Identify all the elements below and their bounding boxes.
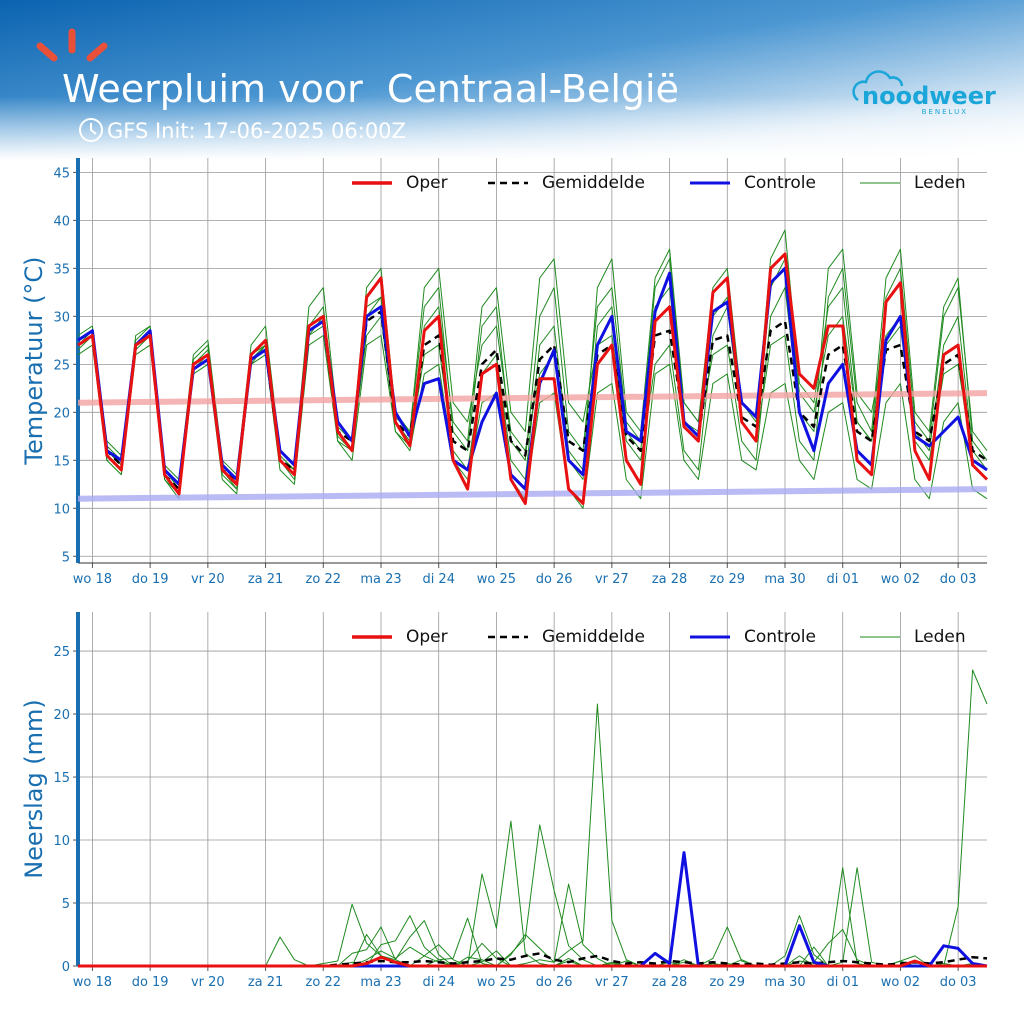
y-tick-label: 35	[53, 262, 70, 277]
y-tick-label: 45	[53, 166, 70, 181]
x-tick-label: wo 02	[881, 975, 920, 990]
x-tick-label: zo 22	[306, 975, 341, 990]
reference-line	[77, 486, 988, 502]
legend-label: Controle	[744, 627, 816, 647]
x-tick-label: za 28	[652, 975, 687, 990]
x-tick-label: ma 30	[764, 572, 805, 587]
x-tick-label: di 24	[422, 572, 455, 587]
series-line	[78, 952, 988, 968]
header-fade	[0, 0, 1024, 160]
series-line	[77, 252, 989, 505]
x-tick-label: di 24	[422, 975, 455, 990]
y-tick-label: 25	[53, 358, 70, 373]
y-tick-label: 15	[53, 454, 70, 469]
legend-label: Controle	[744, 173, 816, 193]
series-line	[78, 955, 987, 968]
x-tick-label: vr 20	[191, 975, 225, 990]
y-tick-label: 20	[53, 708, 70, 723]
x-tick-label: za 21	[248, 572, 283, 587]
plot: wo 18 do 19 vr 20 za 21 zo 22 ma 23 di 24 wo 25…	[20, 158, 989, 587]
title: Weerpluim voor Centraal-België	[62, 67, 679, 111]
member-line	[77, 229, 988, 480]
x-tick-label: di 01	[826, 975, 859, 990]
y-tick-label: 10	[53, 834, 70, 849]
x-tick-label: do 19	[132, 572, 169, 587]
y-tick-label: 30	[53, 310, 70, 325]
logo-cloud	[852, 70, 904, 102]
x-tick-label: do 26	[536, 572, 573, 587]
x-tick-label: wo 18	[73, 572, 112, 587]
x-tick-label: vr 27	[595, 572, 629, 587]
y-tick-label: 15	[53, 771, 70, 786]
y-tick-label: 10	[53, 502, 70, 517]
reference-line	[77, 390, 988, 406]
subtitle: GFS Init: 17-06-2025 06:00Z	[107, 119, 406, 143]
y-tick-label: 40	[53, 214, 70, 229]
x-tick-label: di 01	[826, 572, 859, 587]
legend-label: Oper	[406, 173, 448, 193]
member-line	[78, 824, 987, 967]
x-tick-label: za 28	[652, 572, 687, 587]
x-tick-label: ma 23	[360, 572, 401, 587]
y-tick-label: 5	[62, 550, 70, 565]
x-tick-label: ma 23	[360, 975, 401, 990]
y-axis-label: Temperatuur (°C)	[20, 256, 48, 465]
x-tick-label: wo 25	[477, 572, 516, 587]
x-tick-label: do 26	[536, 975, 573, 990]
x-tick-label: wo 18	[73, 975, 112, 990]
x-tick-label: ma 30	[764, 975, 805, 990]
x-tick-label: vr 20	[191, 572, 225, 587]
x-tick-label: za 21	[248, 975, 283, 990]
x-tick-label: zo 22	[306, 572, 341, 587]
x-tick-label: wo 25	[477, 975, 516, 990]
y-tick-label: 20	[53, 406, 70, 421]
member-line	[78, 703, 988, 967]
x-tick-label: do 03	[940, 975, 977, 990]
series-line	[77, 310, 988, 491]
legend-label: Gemiddelde	[542, 173, 645, 193]
member-line	[77, 248, 988, 490]
legend-label: Leden	[914, 173, 966, 193]
logo: noodweer	[862, 82, 996, 110]
legend-label: Leden	[914, 627, 966, 647]
x-tick-label: do 19	[132, 975, 169, 990]
clock-icon	[79, 118, 103, 142]
legend-label: Gemiddelde	[542, 627, 645, 647]
logo-sub: BENELUX	[922, 108, 968, 116]
y-tick-label: 5	[62, 897, 70, 912]
member-line	[78, 820, 987, 967]
x-tick-label: zo 29	[710, 572, 745, 587]
x-tick-label: do 03	[940, 572, 977, 587]
x-tick-label: wo 02	[881, 572, 920, 587]
plot: wo 18 do 19 vr 20 za 21 zo 22 ma 23 di 24 wo 25…	[20, 612, 988, 990]
x-tick-label: zo 29	[710, 975, 745, 990]
y-axis-label: Neerslag (mm)	[20, 699, 48, 879]
x-tick-label: vr 27	[595, 975, 629, 990]
sun-icon	[36, 28, 108, 62]
legend-label: Oper	[406, 627, 448, 647]
y-tick-label: 25	[53, 645, 70, 660]
y-tick-label: 0	[62, 960, 70, 975]
series-line	[77, 266, 988, 491]
